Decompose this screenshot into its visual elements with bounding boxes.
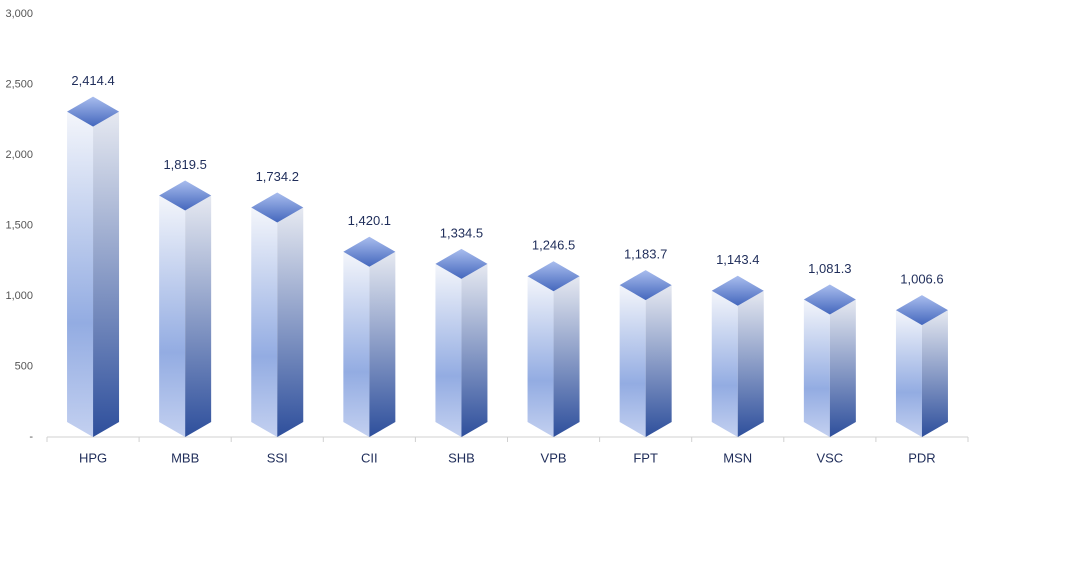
bar-front bbox=[527, 276, 554, 437]
bar-top bbox=[619, 270, 672, 301]
bar-top bbox=[803, 284, 856, 315]
x-tick-label: HPG bbox=[79, 450, 107, 465]
x-tick-label: PDR bbox=[908, 450, 935, 465]
bar-top bbox=[343, 236, 396, 267]
x-tick-label: CII bbox=[361, 450, 378, 465]
x-tick-label: MBB bbox=[171, 450, 199, 465]
value-label: 1,420.1 bbox=[348, 213, 391, 228]
value-label: 1,334.5 bbox=[440, 225, 483, 240]
y-tick-label: 3,000 bbox=[5, 8, 33, 20]
y-tick-label: 1,000 bbox=[5, 290, 33, 302]
bar-front bbox=[435, 263, 462, 437]
bar-top bbox=[251, 192, 304, 223]
bar-top bbox=[711, 275, 764, 306]
bar-top bbox=[435, 248, 488, 279]
bar-top bbox=[67, 96, 120, 127]
bar-front bbox=[711, 290, 738, 437]
y-tick-label: 500 bbox=[15, 360, 33, 372]
y-tick-label: 2,000 bbox=[5, 149, 33, 161]
value-label: 2,414.4 bbox=[71, 73, 114, 88]
bar-front bbox=[251, 207, 278, 437]
bar-front bbox=[159, 195, 186, 437]
bar-top bbox=[895, 295, 948, 326]
x-tick-label: SHB bbox=[448, 450, 475, 465]
y-tick-label: 2,500 bbox=[5, 78, 33, 90]
value-label: 1,006.6 bbox=[900, 272, 943, 287]
bar-front bbox=[803, 299, 830, 437]
bar-side bbox=[277, 207, 304, 437]
bar-top bbox=[527, 261, 580, 292]
x-tick-label: FPT bbox=[633, 450, 658, 465]
y-tick-label: 1,500 bbox=[5, 219, 33, 231]
bar-front bbox=[67, 111, 94, 437]
value-label: 1,734.2 bbox=[256, 169, 299, 184]
value-label: 1,819.5 bbox=[163, 157, 206, 172]
x-tick-label: VPB bbox=[541, 450, 567, 465]
x-tick-label: SSI bbox=[267, 450, 288, 465]
value-label: 1,081.3 bbox=[808, 261, 851, 276]
bar-side bbox=[93, 111, 120, 437]
bar-side bbox=[921, 310, 948, 437]
x-tick-label: VSC bbox=[816, 450, 843, 465]
bar-front bbox=[895, 310, 922, 437]
bar-front bbox=[619, 285, 646, 437]
bar-front bbox=[343, 251, 370, 437]
x-tick-label: MSN bbox=[723, 450, 752, 465]
bar-side bbox=[369, 251, 396, 437]
bar-side bbox=[461, 263, 488, 437]
bar-side bbox=[645, 285, 672, 437]
bar-side bbox=[185, 195, 212, 437]
value-label: 1,246.5 bbox=[532, 238, 575, 253]
bar-side bbox=[553, 276, 580, 437]
y-tick-label: - bbox=[29, 431, 33, 443]
bar-side bbox=[829, 299, 856, 437]
bar-side bbox=[737, 290, 764, 437]
bar-top bbox=[159, 180, 212, 211]
value-label: 1,143.4 bbox=[716, 252, 759, 267]
value-label: 1,183.7 bbox=[624, 247, 667, 262]
